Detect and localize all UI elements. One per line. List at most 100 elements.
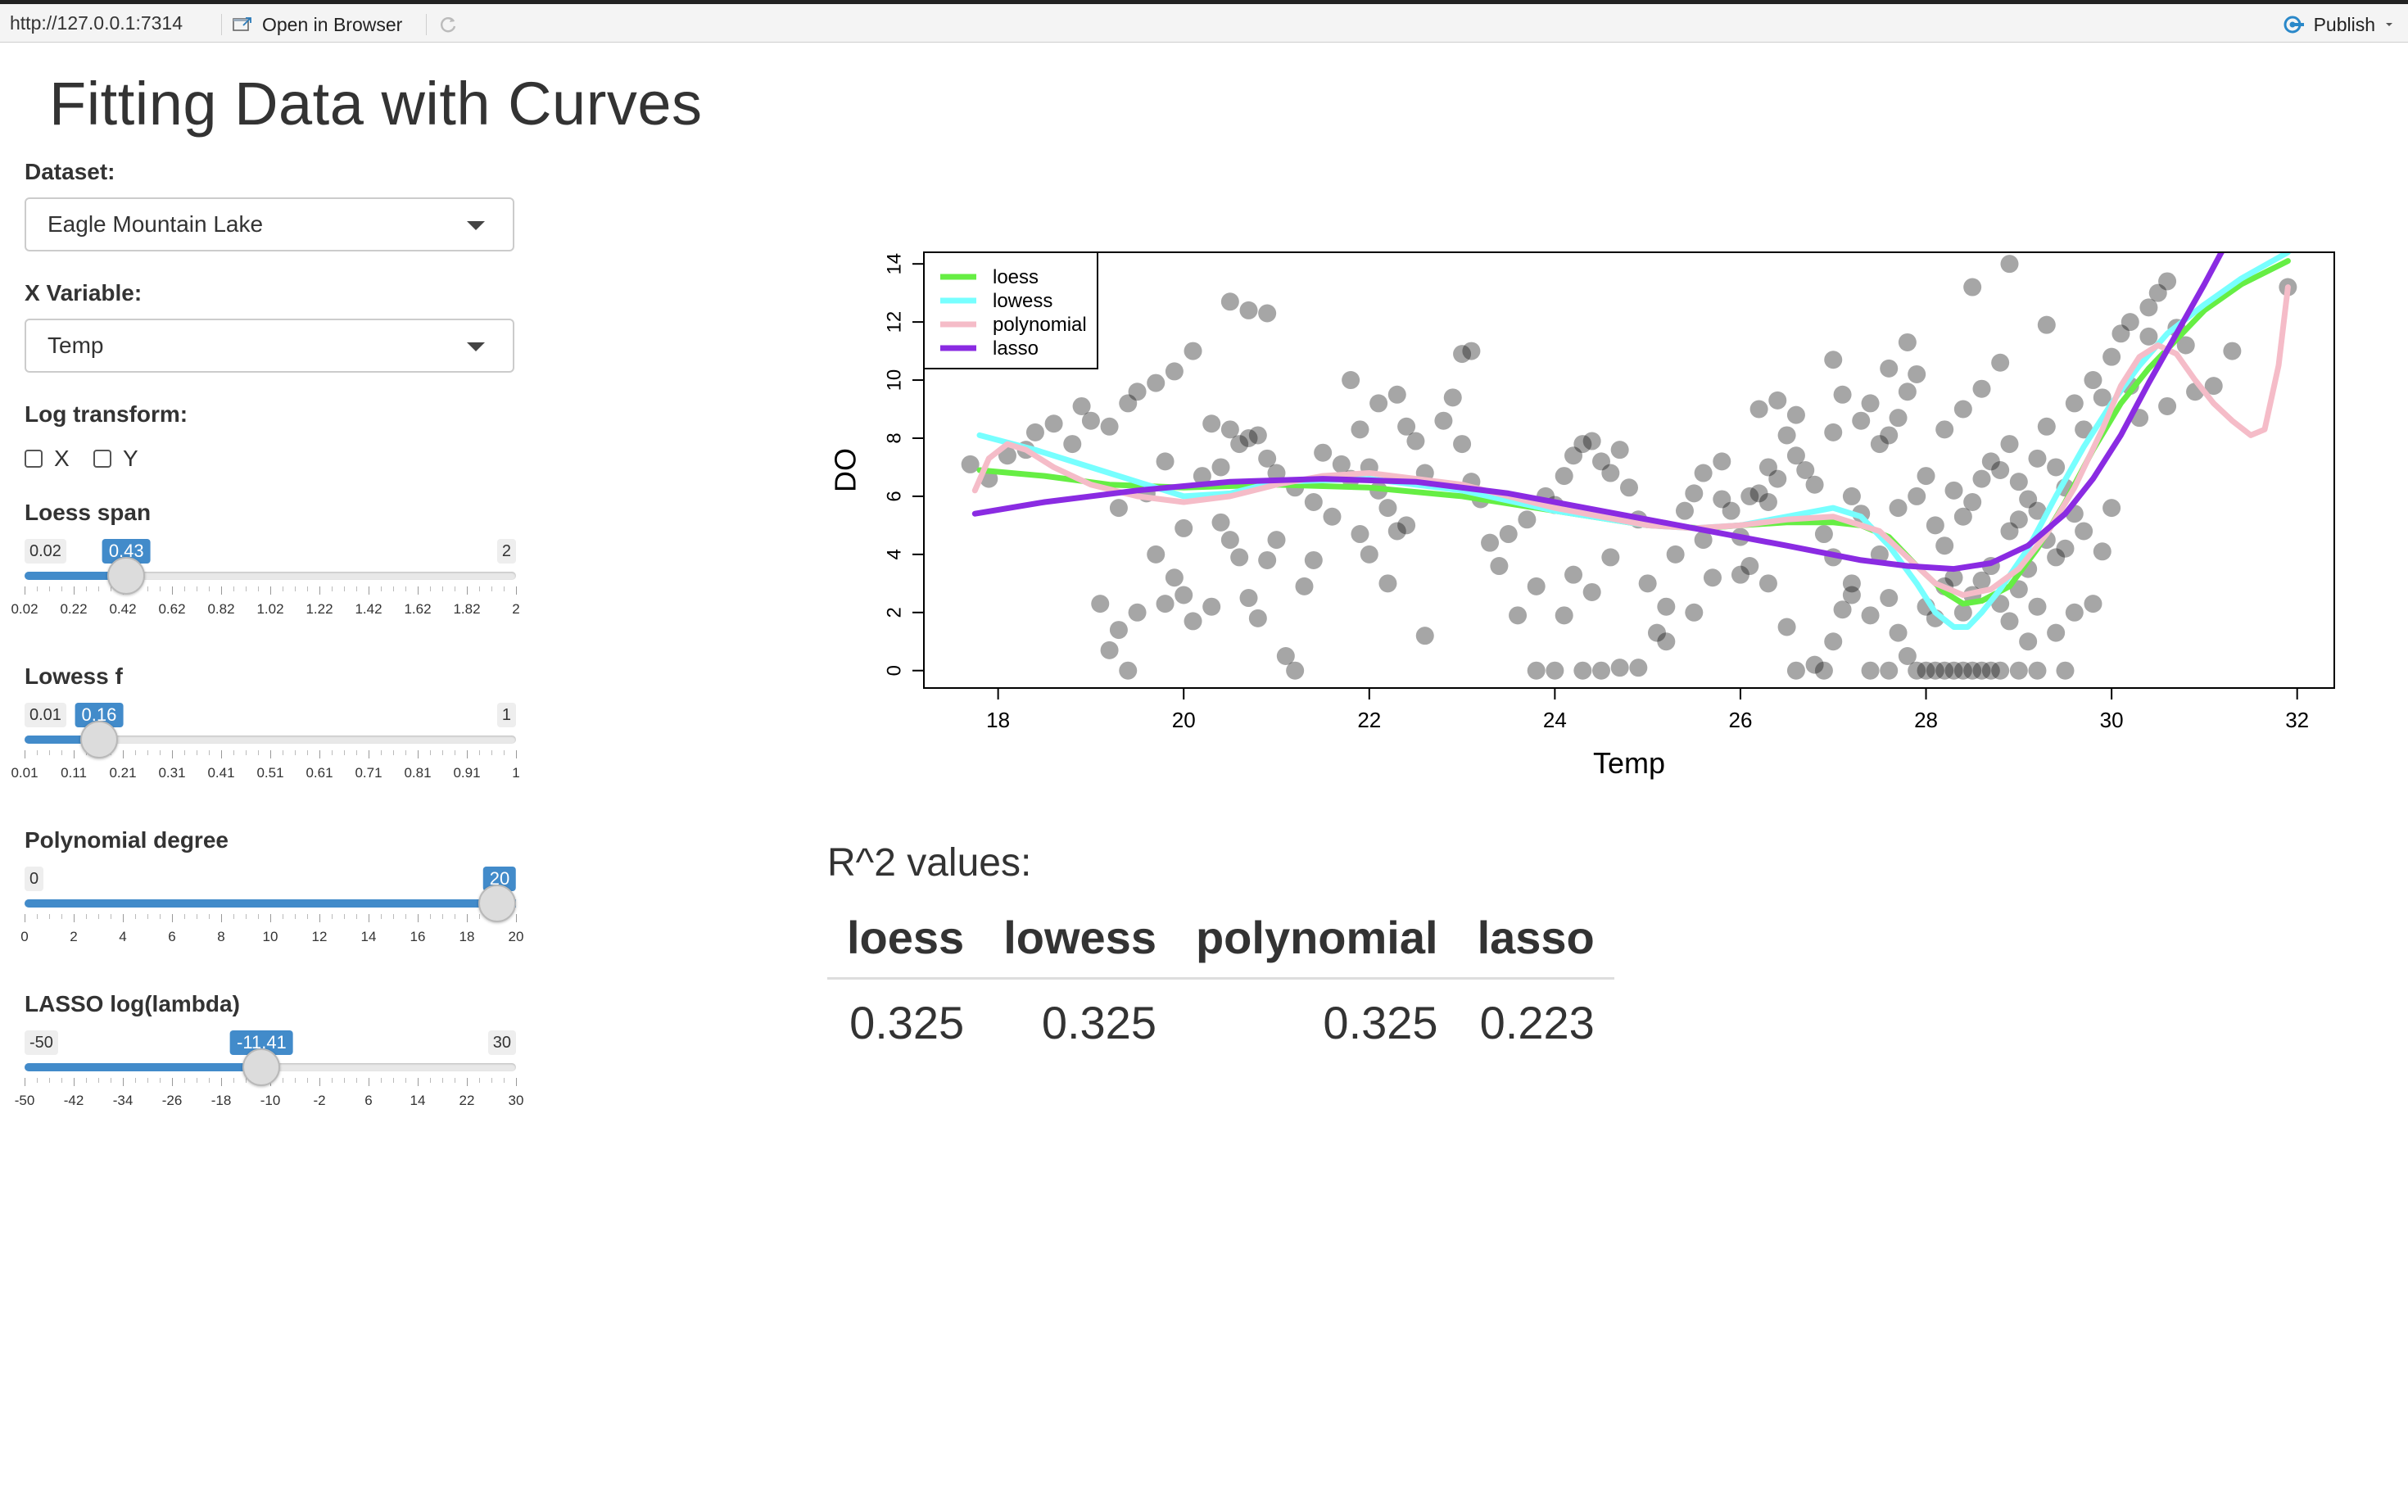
data-point bbox=[1889, 409, 1908, 428]
slider-tick-label: 0.41 bbox=[207, 765, 235, 781]
slider-track[interactable] bbox=[25, 736, 516, 744]
slider-minor-tick bbox=[344, 1078, 345, 1083]
lasso-lambda-slider[interactable]: -50 30 -11.41 -50 -42 -34 -26 -18 -10 -2 6 14 22 30 bbox=[15, 1030, 523, 1145]
url-text: http://127.0.0.1:7314 bbox=[10, 12, 183, 34]
open-in-browser-button[interactable]: Open in Browser bbox=[233, 11, 402, 38]
slider-minor-tick bbox=[258, 750, 259, 755]
data-point bbox=[1749, 484, 1768, 503]
slider-track[interactable] bbox=[25, 572, 516, 580]
data-point bbox=[1963, 661, 1982, 680]
data-point bbox=[1100, 417, 1119, 436]
log-x-label: X bbox=[54, 446, 70, 471]
loess-span-slider[interactable]: 0.02 2 0.43 0.02 0.22 0.42 0.62 0.82 1.02 1.22 1.4… bbox=[11, 539, 520, 654]
slider-minor-tick bbox=[98, 1078, 99, 1083]
data-point bbox=[1981, 452, 2000, 471]
slider-tick-label: 6 bbox=[364, 1093, 373, 1108]
slider-tick-label: 1.02 bbox=[256, 601, 284, 617]
polynomial-degree-label: Polynomial degree bbox=[25, 827, 229, 853]
slider-minor-tick bbox=[233, 750, 234, 755]
log-x-checkbox[interactable] bbox=[25, 450, 43, 468]
slider-minor-tick bbox=[184, 914, 185, 919]
slider-minor-tick bbox=[258, 914, 259, 919]
data-point bbox=[2028, 449, 2047, 468]
data-point bbox=[1397, 417, 1416, 436]
data-point bbox=[1814, 525, 1833, 544]
slider-minor-tick bbox=[295, 586, 296, 591]
data-point bbox=[2084, 595, 2102, 613]
slider-max-label: 1 bbox=[496, 703, 516, 727]
slider-minor-tick bbox=[147, 750, 148, 755]
data-point bbox=[1582, 432, 1601, 450]
data-point bbox=[2047, 458, 2066, 477]
data-point bbox=[1351, 420, 1369, 439]
data-point bbox=[1564, 446, 1583, 465]
slider-minor-tick bbox=[332, 914, 333, 919]
slider-minor-tick bbox=[344, 750, 345, 755]
slider-minor-tick bbox=[86, 914, 87, 919]
data-point bbox=[1685, 484, 1704, 503]
slider-tick-label: 0.91 bbox=[453, 765, 481, 781]
data-point bbox=[2000, 612, 2019, 631]
data-point bbox=[1749, 400, 1768, 419]
chevron-down-icon[interactable] bbox=[2383, 20, 2395, 29]
slider-tick-label: 0.51 bbox=[256, 765, 284, 781]
polynomial-degree-slider[interactable]: 0 20 0 2 4 6 8 10 12 14 16 18 20 bbox=[20, 867, 523, 981]
data-point bbox=[1100, 641, 1119, 659]
data-point bbox=[1981, 661, 2000, 680]
slider-handle[interactable] bbox=[107, 557, 146, 595]
data-point bbox=[1889, 623, 1908, 642]
data-point bbox=[1546, 661, 1564, 680]
publish-button[interactable]: Publish bbox=[2281, 11, 2395, 38]
slider-minor-tick bbox=[393, 1078, 394, 1083]
slider-minor-tick bbox=[430, 750, 431, 755]
data-point bbox=[1193, 467, 1211, 486]
data-point bbox=[1842, 586, 1861, 604]
slider-tick-label: 12 bbox=[311, 929, 328, 944]
data-point bbox=[1991, 353, 2010, 372]
slider-max-label: 30 bbox=[487, 1030, 516, 1055]
data-point bbox=[1898, 646, 1917, 665]
r2-value-row: 0.325 0.325 0.325 0.223 bbox=[827, 979, 1614, 1050]
xvar-select[interactable]: Temp bbox=[25, 319, 514, 373]
data-point bbox=[1128, 603, 1147, 622]
data-point bbox=[1805, 655, 1824, 674]
data-point bbox=[1657, 632, 1676, 651]
lowess-f-slider[interactable]: 0.01 1 0.16 0.01 0.11 0.21 0.31 0.41 0.51 0.61 0.7… bbox=[11, 703, 520, 817]
scatter-plot: 18 20 22 24 26 28 30 32Temp02468101214DOloesslo… bbox=[819, 238, 2351, 780]
data-point bbox=[1805, 475, 1824, 494]
data-point bbox=[1944, 481, 1963, 500]
slider-tick-label: 18 bbox=[459, 929, 475, 944]
slider-handle[interactable] bbox=[242, 1048, 281, 1086]
data-point bbox=[1768, 391, 1787, 410]
data-point bbox=[1397, 516, 1416, 535]
r2-header-lowess: lowess bbox=[984, 911, 1176, 980]
r2-value-polynomial: 0.325 bbox=[1323, 997, 1438, 1048]
data-point bbox=[1220, 292, 1239, 311]
slider-minor-tick bbox=[61, 586, 62, 591]
r2-table: loess lowess polynomial lasso 0.325 0.32… bbox=[827, 911, 1614, 1049]
data-point bbox=[1861, 606, 1880, 625]
slider-handle[interactable] bbox=[478, 885, 516, 922]
slider-minor-tick bbox=[295, 914, 296, 919]
x-tick-label: 28 bbox=[1914, 708, 1938, 732]
r2-title: R^2 values: bbox=[827, 841, 1032, 885]
slider-tick-label: 1.42 bbox=[355, 601, 382, 617]
data-point bbox=[1211, 513, 1230, 532]
slider-minor-tick bbox=[430, 914, 431, 919]
slider-tick bbox=[74, 750, 75, 758]
log-y-checkbox[interactable] bbox=[93, 450, 111, 468]
slider-tick-label: 1.62 bbox=[404, 601, 432, 617]
slider-minor-tick bbox=[184, 586, 185, 591]
data-point bbox=[1128, 383, 1147, 401]
slider-handle[interactable] bbox=[79, 721, 118, 758]
slider-minor-tick bbox=[356, 914, 357, 919]
data-point bbox=[2037, 315, 2056, 334]
log-y-checkbox-group[interactable]: Y bbox=[93, 446, 138, 472]
data-point bbox=[1248, 426, 1267, 445]
dataset-select[interactable]: Eagle Mountain Lake bbox=[25, 197, 514, 251]
data-point bbox=[1044, 414, 1063, 433]
refresh-button[interactable] bbox=[434, 11, 462, 38]
log-x-checkbox-group[interactable]: X bbox=[25, 446, 70, 472]
slider-minor-tick bbox=[307, 914, 308, 919]
legend-label-polynomial: polynomial bbox=[993, 314, 1087, 336]
